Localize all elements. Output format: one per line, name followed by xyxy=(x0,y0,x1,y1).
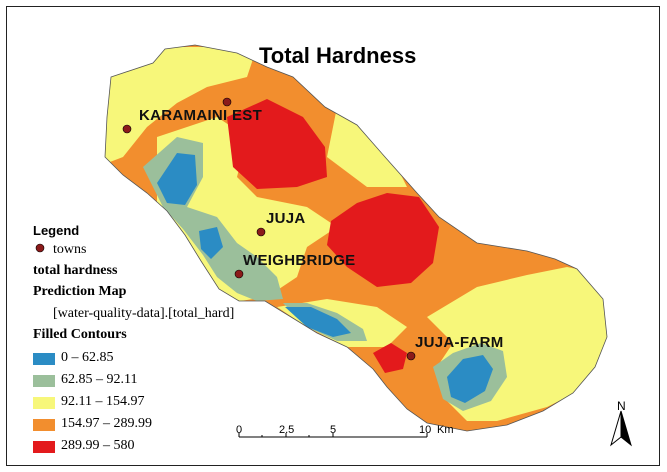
legend-swatch-0 xyxy=(33,353,55,365)
legend-towns-label: towns xyxy=(53,242,87,257)
legend-contours-title: Filled Contours xyxy=(33,327,127,342)
town-label-juja: JUJA xyxy=(266,210,306,227)
contour-0-63-se xyxy=(447,355,493,403)
scale-bar xyxy=(238,433,428,438)
legend-swatch-4 xyxy=(33,441,55,453)
north-arrow-icon xyxy=(610,410,632,447)
scale-tick-2-5: 2.5 xyxy=(279,424,295,436)
scale-tick-10: 10 xyxy=(419,424,432,436)
town-marker-juja-farm[interactable] xyxy=(406,351,416,361)
town-label-juja-farm: JUJA-FARM xyxy=(415,334,504,351)
contour-0-63-south xyxy=(285,307,351,337)
town-marker-karamaini-est[interactable] xyxy=(222,97,232,107)
legend-heading: Legend xyxy=(33,223,80,238)
scale-tick-5: 5 xyxy=(330,424,337,436)
legend-swatch-2 xyxy=(33,397,55,409)
contour-0-63-west xyxy=(157,153,197,205)
legend-swatch-1 xyxy=(33,375,55,387)
town-marker-karamaini-est-west[interactable] xyxy=(122,124,132,134)
town-marker-weighbridge[interactable] xyxy=(234,269,244,279)
legend-class-3: 154.97 – 289.99 xyxy=(61,416,152,431)
legend-class-1: 62.85 – 92.11 xyxy=(61,372,138,387)
town-label-karamaini-est: KARAMAINI EST xyxy=(139,107,263,124)
contour-0-63-west2 xyxy=(199,227,223,259)
contour-92-155-ne xyxy=(327,107,407,187)
study-area-boundary xyxy=(104,44,608,432)
scale-tick-0: 0 xyxy=(236,424,243,436)
legend-map-title: Prediction Map xyxy=(33,284,127,299)
town-marker-juja[interactable] xyxy=(256,227,266,237)
legend-class-4: 289.99 – 580 xyxy=(61,438,135,453)
legend-layer-title: total hardness xyxy=(33,263,118,278)
map-frame: Total Hardness KARAMAINI EST JUJA WEIGHB… xyxy=(6,6,660,466)
contour-290-580-north xyxy=(227,99,327,189)
legend-class-0: 0 – 62.85 xyxy=(61,350,114,365)
town-label-weighbridge: WEIGHBRIDGE xyxy=(243,252,356,269)
contour-map xyxy=(35,44,632,447)
legend-field: [water-quality-data].[total_hard] xyxy=(53,306,235,321)
legend-class-2: 92.11 – 154.97 xyxy=(61,394,145,409)
legend-swatch-3 xyxy=(33,419,55,431)
map-title: Total Hardness xyxy=(259,43,417,68)
legend-town-symbol xyxy=(35,243,45,253)
contour-290-580-east xyxy=(327,193,439,287)
scale-unit: Km xyxy=(437,424,454,436)
contour-92-155-nw xyxy=(105,47,257,167)
contour-290-580-south xyxy=(373,343,407,373)
